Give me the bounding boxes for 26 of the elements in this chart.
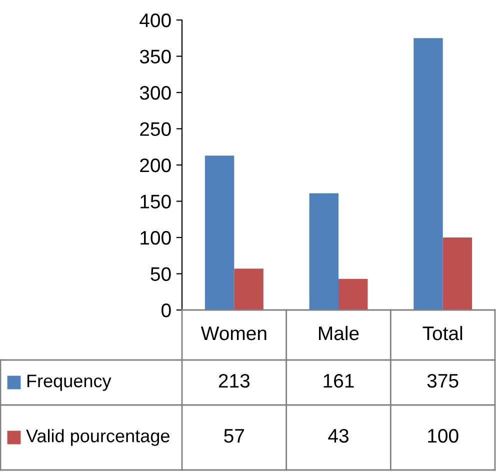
x-tick-label: Total — [422, 326, 462, 340]
data-label: 43 — [328, 428, 348, 443]
y-tick-label: 300 — [140, 86, 171, 100]
y-tick-label: 0 — [162, 303, 171, 318]
data-label: 161 — [324, 374, 354, 388]
y-tick-label: 350 — [140, 50, 171, 64]
data-label: 213 — [218, 374, 250, 388]
bar — [442, 238, 472, 310]
y-tick-label: 250 — [140, 122, 171, 136]
bar — [309, 193, 338, 310]
y-tick-label: 400 — [140, 13, 171, 28]
data-label: 100 — [428, 428, 458, 443]
data-label: 375 — [427, 374, 458, 388]
bar — [234, 268, 264, 310]
legend-label: Valid pourcentage — [26, 429, 170, 446]
x-tick-label: Male — [319, 326, 359, 340]
bar — [414, 38, 443, 310]
data-label: 57 — [224, 429, 244, 443]
x-tick-label: Women — [200, 326, 266, 340]
y-tick-label: 200 — [140, 158, 171, 172]
bar — [338, 278, 368, 310]
y-tick-label: 150 — [140, 194, 171, 208]
bar — [204, 156, 234, 310]
y-tick-label: 50 — [150, 267, 171, 281]
legend-label: Frequency — [27, 374, 112, 391]
y-tick-label: 100 — [140, 230, 171, 245]
